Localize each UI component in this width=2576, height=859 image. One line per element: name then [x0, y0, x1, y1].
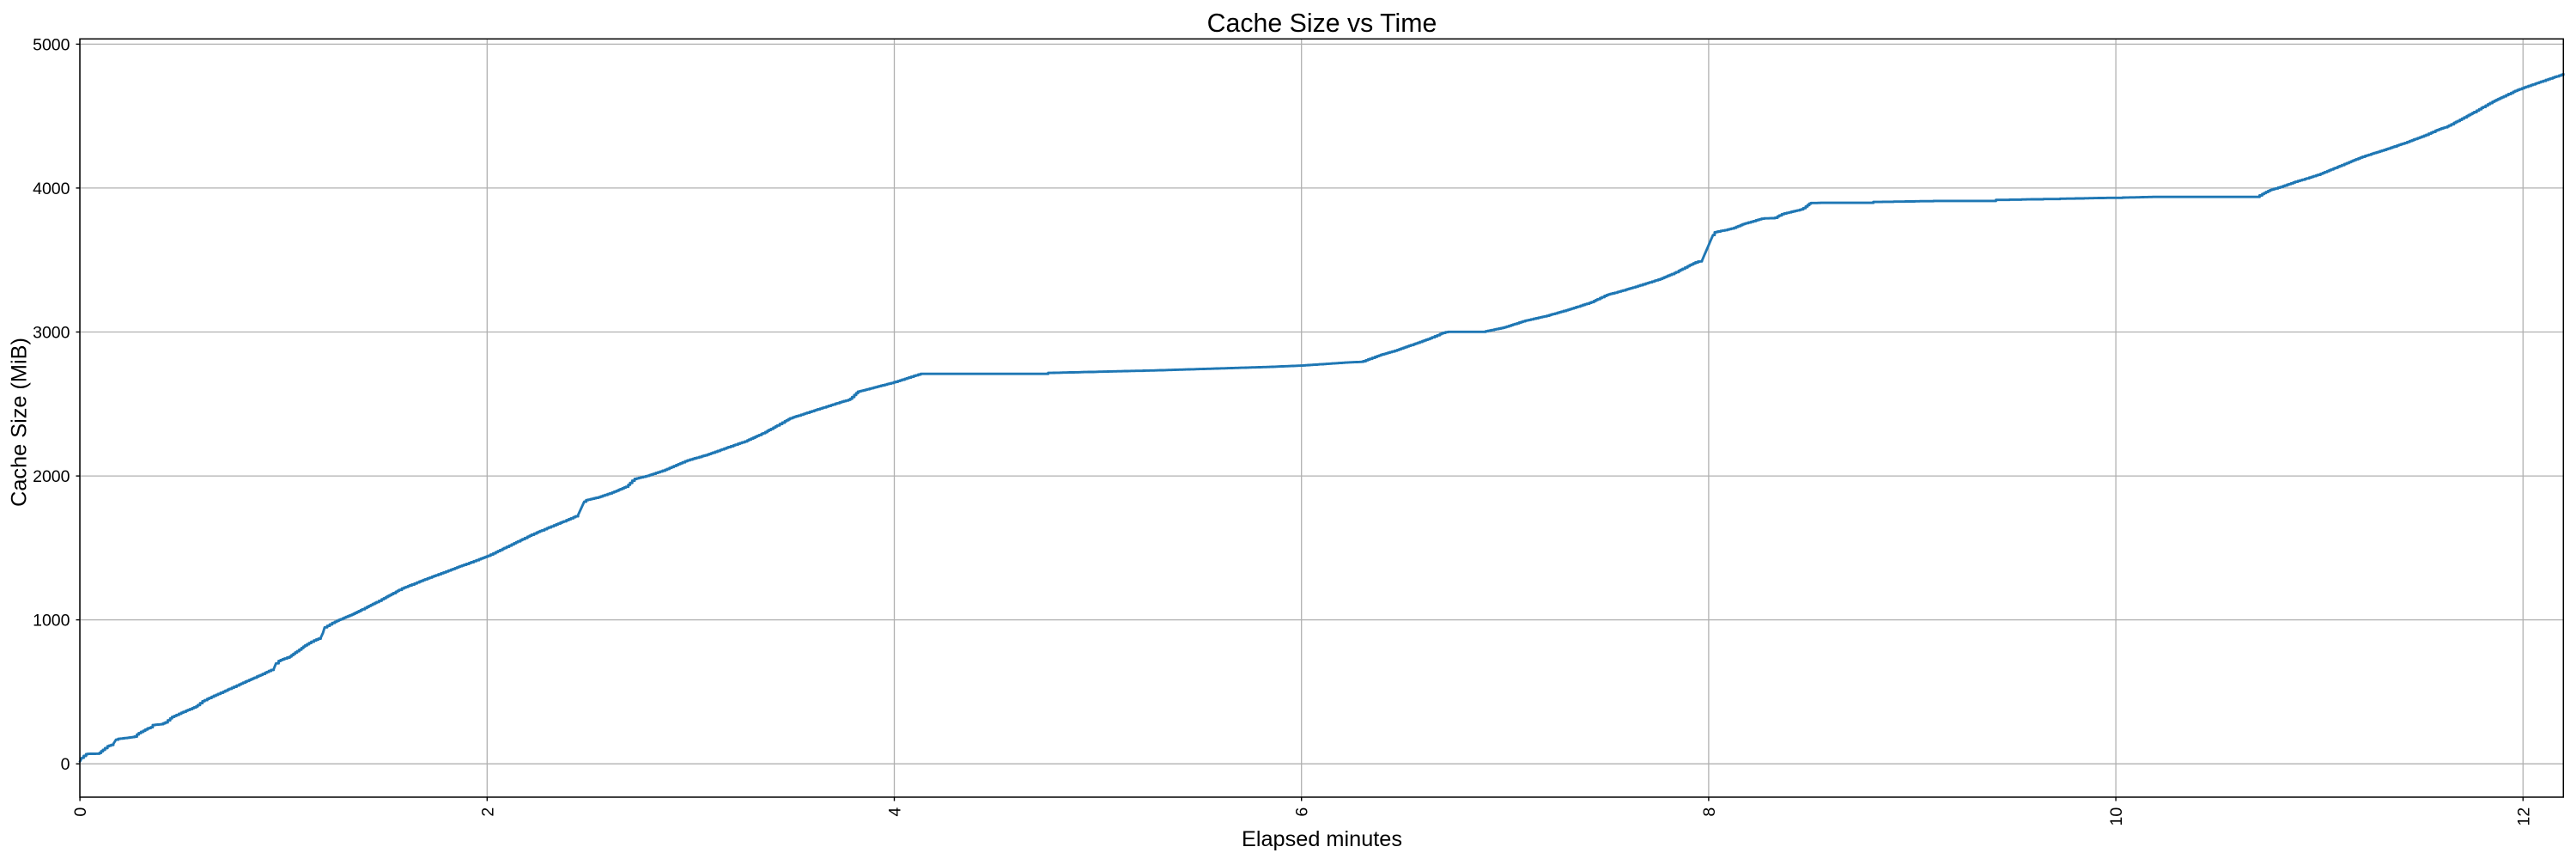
svg-text:Cache Size vs Time: Cache Size vs Time	[1207, 9, 1437, 38]
svg-text:Cache Size (MiB): Cache Size (MiB)	[8, 338, 32, 507]
svg-text:4: 4	[886, 807, 905, 817]
svg-text:Elapsed minutes: Elapsed minutes	[1242, 827, 1402, 851]
svg-text:3000: 3000	[33, 323, 70, 342]
svg-text:0: 0	[71, 807, 90, 817]
svg-text:2: 2	[478, 807, 497, 817]
svg-text:5000: 5000	[33, 35, 70, 54]
svg-text:12: 12	[2514, 807, 2533, 826]
svg-text:6: 6	[1293, 807, 1312, 817]
svg-text:4000: 4000	[33, 180, 70, 198]
svg-text:8: 8	[1700, 807, 1719, 817]
svg-text:10: 10	[2107, 807, 2126, 826]
svg-text:1000: 1000	[33, 612, 70, 631]
svg-text:0: 0	[61, 755, 70, 774]
svg-text:2000: 2000	[33, 467, 70, 486]
